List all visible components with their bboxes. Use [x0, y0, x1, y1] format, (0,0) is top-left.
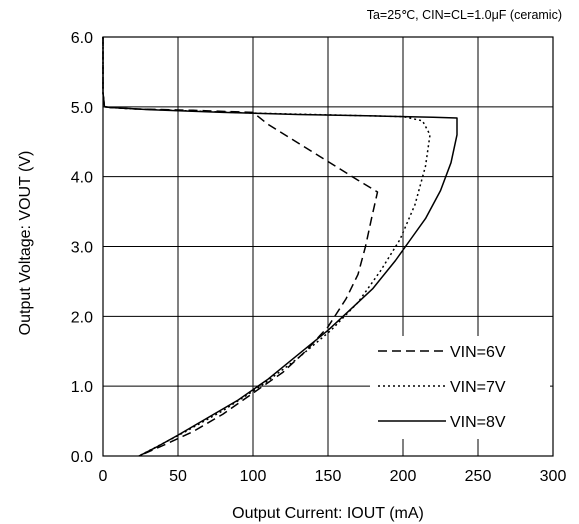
- measurement-conditions-note: Ta=25℃, CIN=CL=1.0μF (ceramic): [367, 8, 562, 22]
- y-tick-label: 5.0: [71, 100, 93, 117]
- x-axis-title: Output Current: IOUT (mA): [232, 505, 424, 522]
- x-tick-label: 200: [390, 468, 417, 485]
- y-tick-label: 2.0: [71, 309, 93, 326]
- legend-label: VIN=6V: [450, 344, 506, 361]
- y-tick-label: 0.0: [71, 449, 93, 466]
- x-tick-label: 100: [240, 468, 267, 485]
- x-tick-label: 50: [169, 468, 187, 485]
- plot-area-frame: [102, 36, 554, 457]
- plot-lines: [102, 37, 458, 457]
- y-tick-label: 3.0: [71, 240, 93, 257]
- x-tick-label: 300: [540, 468, 567, 485]
- x-tick-label: 0: [99, 468, 108, 485]
- tick-labels: 0 50 100 150 200 250 300 0.0 1.0 2.0 3.0 4.0 5.0 6.0: [71, 30, 567, 485]
- legend-background: [370, 336, 550, 439]
- y-tick-label: 1.0: [71, 379, 93, 396]
- grid: [103, 37, 553, 456]
- legend-label: VIN=8V: [450, 414, 506, 431]
- x-tick-label: 150: [315, 468, 342, 485]
- y-tick-label: 4.0: [71, 170, 93, 187]
- x-tick-label: 250: [465, 468, 492, 485]
- series-line-vin-8v: [102, 37, 458, 457]
- y-axis-title: Output Voltage: VOUT (V): [17, 151, 34, 336]
- legend: VIN=6V VIN=7V VIN=8V: [370, 336, 550, 439]
- y-tick-label: 6.0: [71, 30, 93, 47]
- legend-label: VIN=7V: [450, 379, 506, 396]
